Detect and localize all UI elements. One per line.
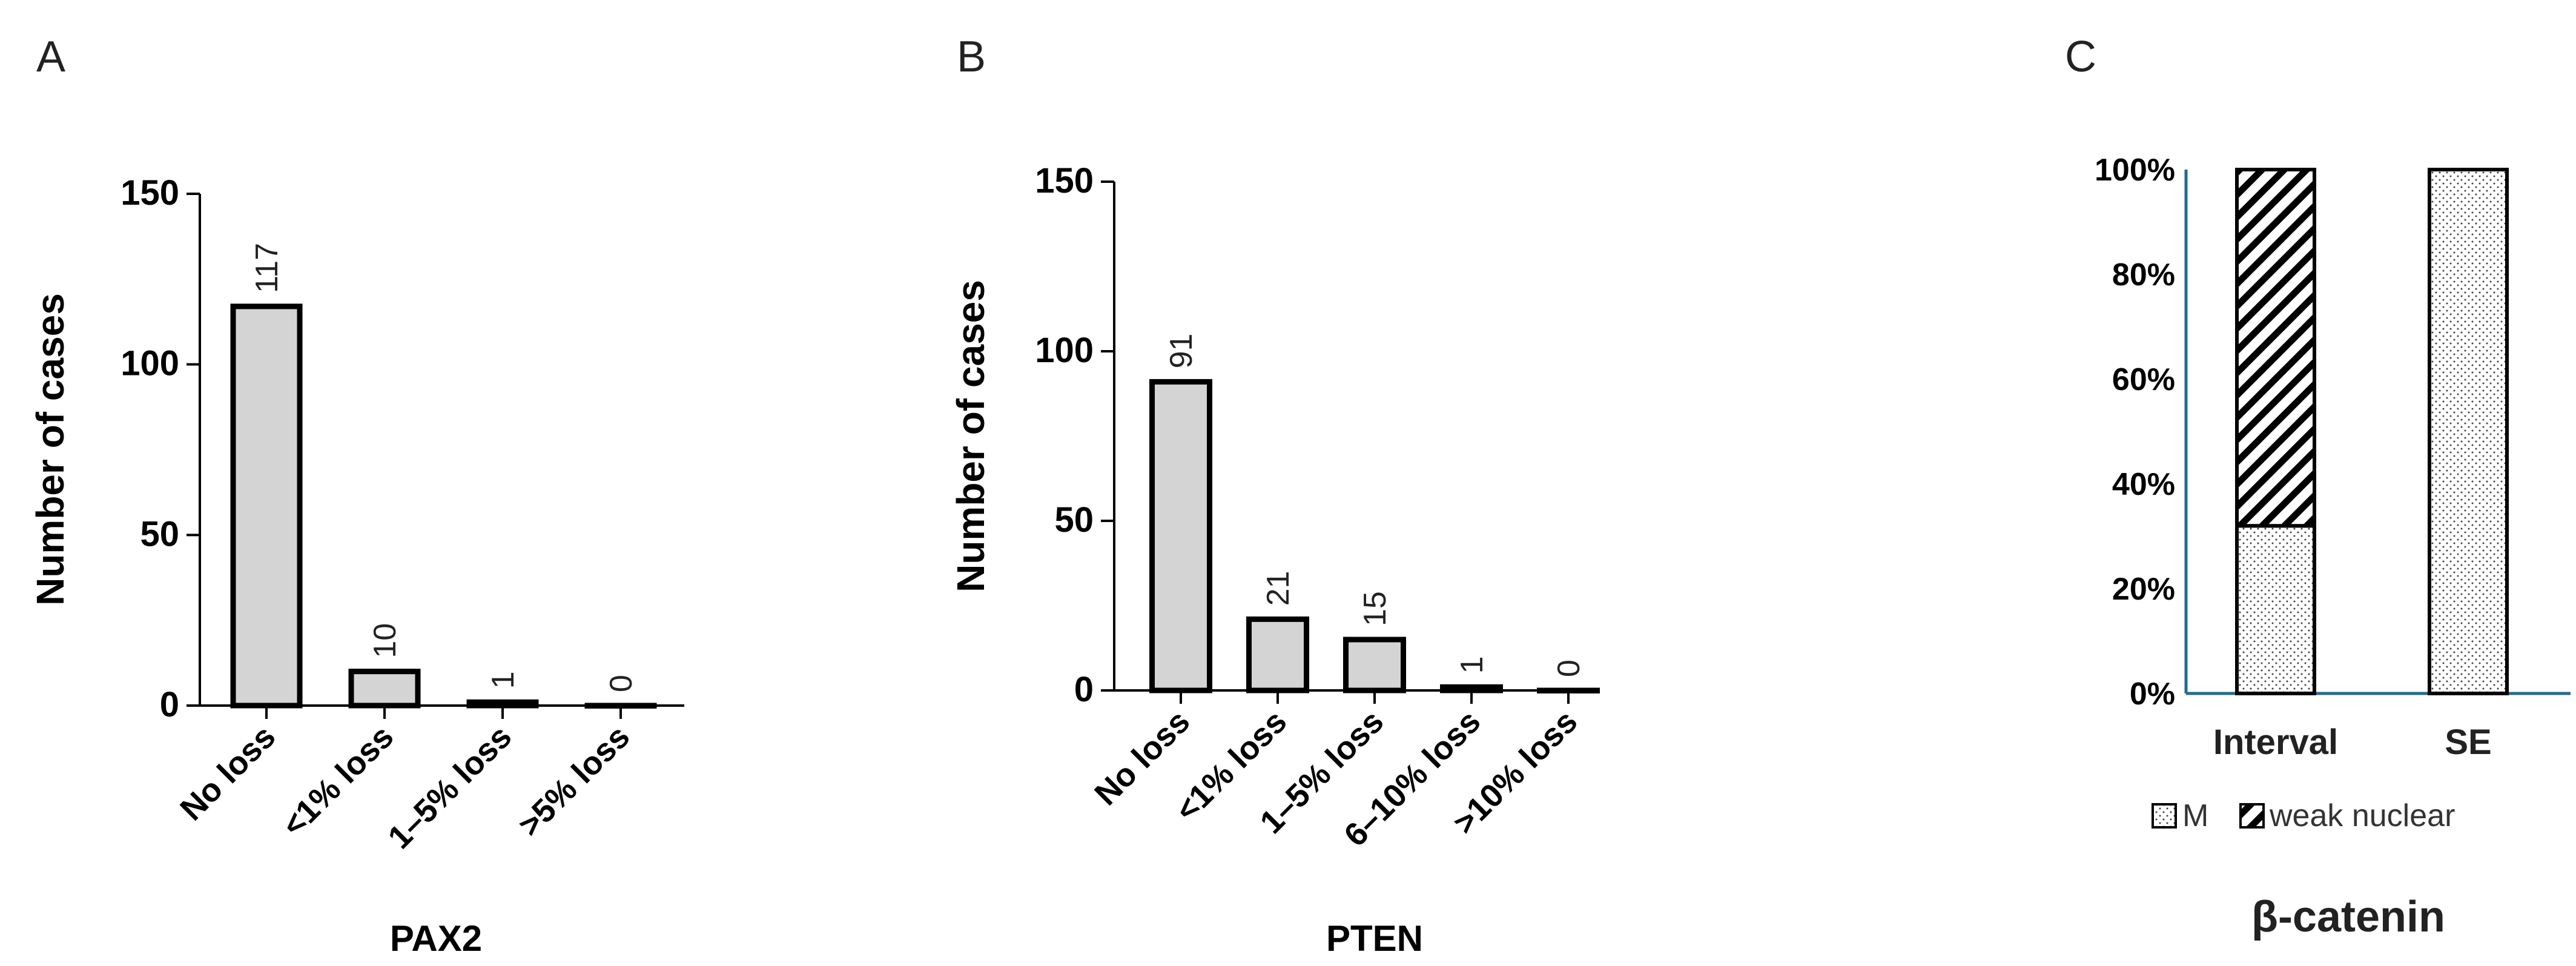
data-label: 10 [368, 623, 403, 658]
bar [348, 669, 421, 709]
stacked-bar-segment [2235, 524, 2316, 695]
bar [1149, 379, 1212, 693]
bar [1246, 616, 1309, 693]
y-tick-label: 150 [1035, 161, 1094, 200]
legend-swatch-m [2152, 803, 2177, 829]
chart-c-title: β-catenin [2251, 893, 2445, 941]
y-tick-label: 100 [121, 344, 179, 383]
data-label: 117 [249, 243, 285, 293]
y-tick-label: 0 [1074, 670, 1094, 709]
x-tick-label: <1% loss [276, 718, 401, 844]
y-tick-label: 60% [2112, 362, 2175, 397]
y-tick-label: 50 [1054, 500, 1094, 540]
x-tick-label: SE [2445, 723, 2491, 762]
y-tick-label: 0% [2130, 677, 2175, 712]
y-tick-label: 150 [121, 173, 179, 213]
bar [466, 699, 539, 709]
panel-label-a: A [36, 33, 65, 81]
x-tick-label: Interval [2213, 723, 2338, 762]
panel-label-c: C [2065, 33, 2096, 81]
y-tick-label: 100 [1035, 331, 1094, 370]
x-tick-label: No loss [173, 718, 282, 827]
y-tick-label: 40% [2112, 467, 2175, 502]
data-label: 15 [1358, 591, 1393, 626]
stacked-bar-segment [2235, 168, 2316, 528]
chart-c-beta-catenin: 0% 20% 40% 60% 80% 100% Interval SE M weak nucl… [2095, 153, 2571, 941]
data-label: 1 [486, 671, 521, 689]
legend-label-weak-nuclear: weak nuclear [2269, 798, 2455, 833]
y-tick-label: 100% [2095, 153, 2175, 188]
legend-label-m: M [2182, 798, 2208, 833]
data-label: 21 [1261, 571, 1296, 606]
chart-a-pax2: 0 50 100 150 117 No loss 10 <1% loss 1 1–5% loss 0… [28, 173, 684, 959]
bar [1343, 637, 1406, 693]
chart-a-x-axis-title: PAX2 [390, 918, 482, 959]
y-tick-label: 50 [140, 514, 179, 554]
panel-label-b: B [957, 33, 986, 81]
data-label: 0 [1551, 660, 1587, 677]
bar [230, 303, 303, 709]
data-label: 1 [1455, 656, 1490, 673]
data-label: 91 [1164, 334, 1199, 369]
chart-b-y-axis-title: Number of cases [949, 280, 992, 592]
data-label: 0 [604, 675, 639, 692]
y-tick-label: 80% [2112, 257, 2175, 293]
legend-swatch-weak-nuclear [2239, 803, 2265, 829]
y-tick-label: 20% [2112, 572, 2175, 607]
chart-b-x-axis-title: PTEN [1326, 918, 1423, 959]
chart-c-legend: M weak nuclear [2152, 798, 2455, 833]
y-tick-label: 0 [160, 685, 179, 724]
stacked-bar-segment [2428, 168, 2509, 695]
x-tick-label: >5% loss [512, 718, 637, 844]
x-tick-label: 1–5% loss [381, 718, 518, 856]
chart-a-y-axis-title: Number of cases [28, 293, 72, 606]
bar [1440, 684, 1503, 693]
